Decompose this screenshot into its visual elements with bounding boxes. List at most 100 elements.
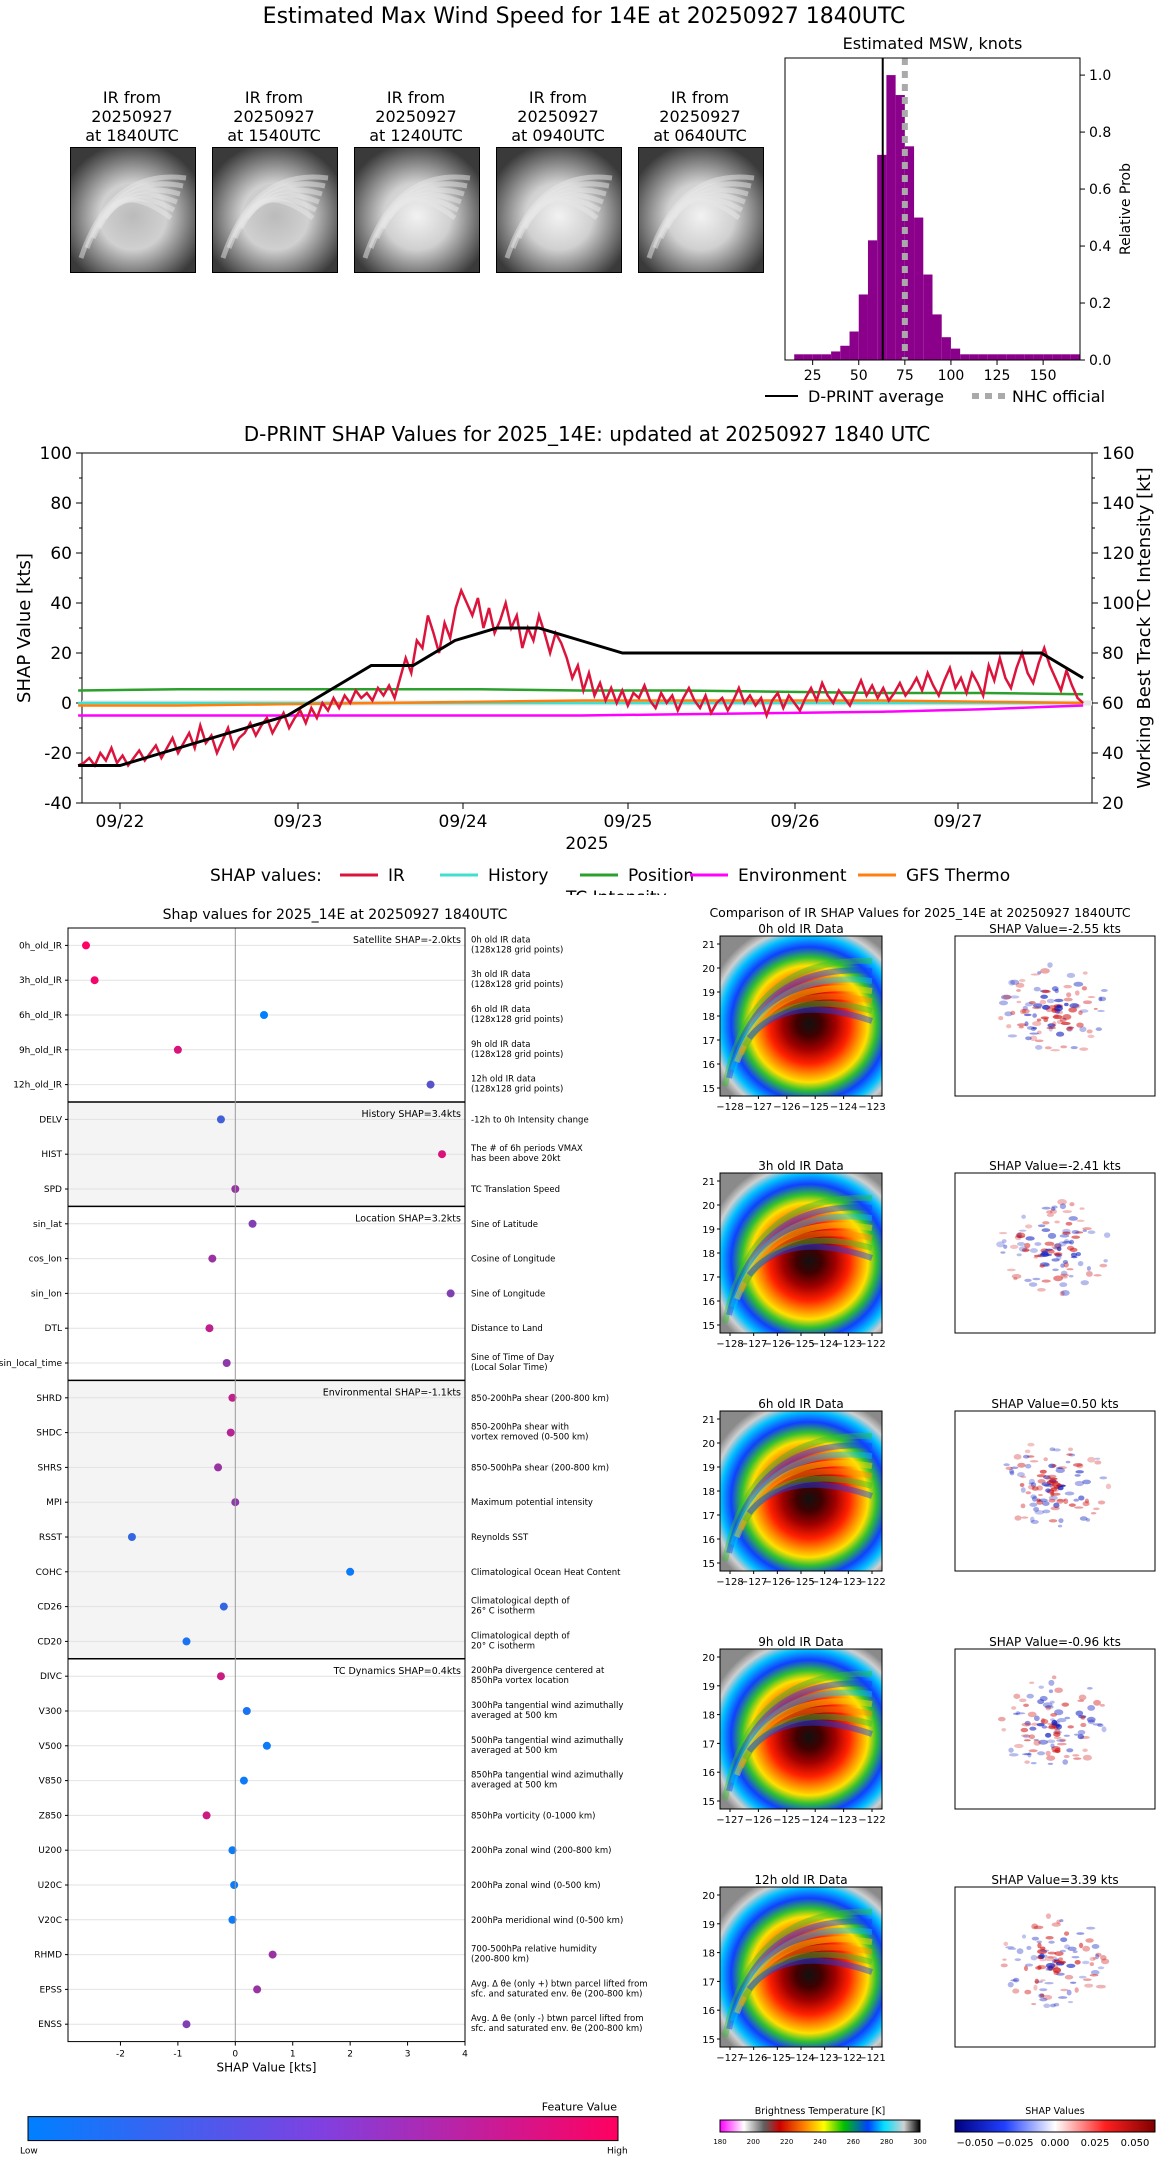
shap-blob: [1074, 1506, 1084, 1509]
shap-blob: [1022, 1249, 1030, 1252]
shap-blob: [1044, 1955, 1055, 1962]
ir-thumbnail-background: [71, 148, 195, 272]
ir-thumbnail-caption: IR from 20250927 at 0940UTC: [511, 88, 605, 145]
shap-blob: [1086, 1029, 1093, 1034]
shap-blob: [1036, 1940, 1043, 1944]
ir-x-tick-label: −127: [740, 1577, 767, 1588]
x-tick-label: 75: [896, 368, 914, 384]
shap-blob: [1047, 1023, 1056, 1028]
shap-blob: [1054, 1220, 1060, 1224]
feature-description: Sine of Latitude: [471, 1220, 538, 1230]
shap-blob: [1041, 1228, 1051, 1233]
ir-cloud-band: [746, 1006, 873, 1040]
shap-blob: [1047, 1762, 1054, 1765]
shap-blob: [1043, 2003, 1051, 2009]
feature-shap-point: [182, 2020, 191, 2029]
ir-cloud-band: [738, 1944, 873, 2007]
y2-tick-label: 160: [1102, 444, 1134, 464]
shap-blob: [1011, 1706, 1017, 1710]
histogram-bar: [960, 354, 970, 360]
ir-panel-image: [720, 936, 882, 1096]
shap-blob: [1030, 1482, 1037, 1488]
legend-label-environment: Environment: [738, 866, 847, 886]
feature-shap-point: [205, 1324, 214, 1333]
shap-blob: [1094, 1457, 1101, 1460]
ir-panel-title: 3h old IR Data: [758, 1159, 844, 1173]
shap-blob: [1018, 1025, 1024, 1029]
shap-blob: [1100, 1958, 1110, 1965]
histogram-bar: [904, 146, 915, 360]
ir-cloud-band: [730, 976, 873, 1071]
ir-cloud-band: [726, 967, 873, 1079]
shap-blob: [1038, 1993, 1045, 1999]
feature-name-label: SHDC: [36, 1429, 62, 1439]
shap-blob: [1069, 1202, 1075, 1207]
shap-blob: [1000, 1251, 1006, 1254]
feature-name-label: 3h_old_IR: [19, 976, 62, 986]
y-axis-label: SHAP Value [kts]: [14, 553, 35, 703]
shap-blob: [1014, 1743, 1024, 1749]
shap-blob: [1077, 1699, 1085, 1702]
feature-name-label: EPSS: [39, 1985, 62, 1995]
shap-blob: [1047, 1725, 1055, 1729]
shap-colorbar: [954, 2119, 1156, 2133]
shap-blob: [1016, 1241, 1026, 1246]
shap-blob: [1098, 996, 1103, 1002]
shap-blob: [1030, 1516, 1035, 1523]
shap-blob: [1029, 1032, 1040, 1035]
shap-blob: [1019, 978, 1026, 983]
group-label: TC Dynamics SHAP=0.4kts: [333, 1666, 461, 1677]
shap-blob: [1068, 1274, 1074, 1278]
shap-blob: [1068, 1453, 1076, 1457]
x-axis-label: SHAP Value [kts]: [217, 2061, 317, 2075]
feature-shap-point: [262, 1741, 271, 1750]
shap-blob: [1059, 1203, 1067, 1210]
shap-blob: [1062, 1228, 1071, 1234]
shap-blob: [1060, 1270, 1068, 1276]
shap-blob: [1000, 994, 1011, 1000]
shap-blob: [1066, 1748, 1074, 1753]
shap-blob: [1070, 1981, 1077, 1984]
shap-blob: [1089, 1962, 1095, 1967]
shap-blob: [1057, 1717, 1067, 1723]
shap-blob: [1034, 1242, 1042, 1246]
feature-shap-point: [239, 1776, 248, 1785]
shap-blob: [1046, 1026, 1057, 1029]
feature-name-label: sin_lon: [31, 1289, 62, 1299]
ir-cloud-band: [738, 1706, 873, 1769]
shap-blob: [1023, 1965, 1029, 1972]
shap-blob: [1016, 1948, 1024, 1955]
shap-blob: [1064, 1716, 1071, 1720]
y2-tick-label: 120: [1102, 544, 1134, 564]
ir-thumbnail-caption: IR from 20250927 at 0640UTC: [653, 88, 747, 145]
colorbar-title: Feature Value: [542, 2101, 618, 2114]
feature-description: Cosine of Longitude: [471, 1255, 555, 1265]
shap-blob: [1033, 1506, 1040, 1512]
shap-blob: [1066, 1989, 1072, 1996]
shap-blob: [1040, 1717, 1046, 1724]
shap-blob: [1031, 1496, 1038, 1502]
feature-description: 200hPa divergence centered at 850hPa vort…: [471, 1666, 605, 1686]
shap-blob: [1019, 1008, 1027, 1015]
shap-blob: [1026, 1945, 1032, 1951]
shap-blob: [1066, 1963, 1076, 1968]
shap-blob: [1018, 1229, 1027, 1232]
shap-blob: [1013, 1454, 1022, 1460]
series-line-ir: [77, 586, 1084, 768]
shap-blob: [1024, 1021, 1029, 1027]
ir-x-tick-label: −123: [811, 2053, 838, 2064]
shap-blob: [1048, 1463, 1056, 1469]
shap-blob: [1064, 1944, 1071, 1950]
shap-blob: [1036, 1030, 1042, 1035]
shap-blob: [1008, 979, 1016, 986]
shap-blob: [1047, 1232, 1057, 1239]
shap-blob: [1024, 1278, 1032, 1282]
shap-blob: [1018, 1246, 1028, 1252]
shap-blob: [1024, 1760, 1030, 1764]
feature-name-label: U20C: [38, 1881, 62, 1891]
ir-panel-image: [720, 1887, 882, 2047]
feature-name-label: sin_lat: [33, 1220, 62, 1230]
shap-blob: [1021, 1214, 1026, 1219]
ir-panel-title: 12h old IR Data: [754, 1873, 847, 1887]
x-tick-label: 0: [232, 2050, 238, 2060]
